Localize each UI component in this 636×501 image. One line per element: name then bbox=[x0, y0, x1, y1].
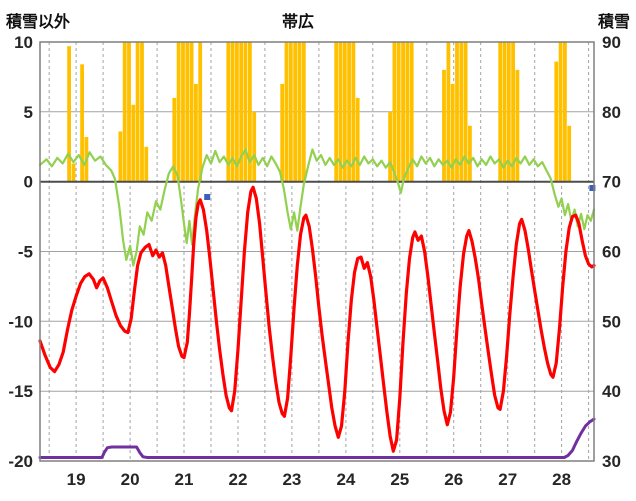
x-axis-tick-label: 20 bbox=[121, 470, 140, 489]
left-axis-tick-label: 5 bbox=[24, 103, 33, 122]
series-sunshine-bars bbox=[67, 42, 572, 182]
x-axis-tick-label: 22 bbox=[229, 470, 248, 489]
left-axis-tick-label: -20 bbox=[8, 452, 33, 471]
right-axis-title: 積雪 bbox=[597, 14, 630, 31]
series-snow-depth-line bbox=[38, 417, 596, 459]
x-axis-tick-label: 23 bbox=[282, 470, 301, 489]
x-axis-tick-label: 26 bbox=[444, 470, 463, 489]
left-axis-tick-label: -10 bbox=[8, 312, 33, 331]
series-temperature-line bbox=[38, 185, 596, 453]
right-axis-tick-label: 30 bbox=[602, 452, 621, 471]
left-axis-tick-label: -15 bbox=[8, 382, 33, 401]
left-axis-tick-label: 0 bbox=[24, 173, 33, 192]
right-axis-tick-label: 60 bbox=[602, 243, 621, 262]
right-axis-tick-label: 40 bbox=[602, 382, 621, 401]
plot-border bbox=[39, 41, 595, 462]
series-green-line bbox=[38, 148, 596, 267]
x-axis-tick-label: 24 bbox=[336, 470, 355, 489]
right-axis-tick-label: 50 bbox=[602, 312, 621, 331]
x-axis-tick-label: 21 bbox=[175, 470, 194, 489]
chart-title: 帯広 bbox=[281, 14, 315, 31]
x-axis-tick-label: 19 bbox=[67, 470, 86, 489]
right-axis-tick-label: 90 bbox=[602, 34, 621, 52]
series-blue-markers bbox=[204, 185, 596, 200]
left-axis-title: 積雪以外 bbox=[6, 14, 71, 31]
right-axis-tick-label: 80 bbox=[602, 103, 621, 122]
chart-header: 積雪以外 帯広 積雪 bbox=[0, 0, 636, 34]
right-axis-tick-label: 70 bbox=[602, 173, 621, 192]
x-axis-tick-label: 27 bbox=[498, 470, 517, 489]
x-axis-tick-label: 28 bbox=[552, 470, 571, 489]
left-axis-tick-label: -5 bbox=[18, 243, 33, 262]
x-axis-tick-label: 25 bbox=[390, 470, 409, 489]
left-axis-tick-label: 10 bbox=[14, 34, 33, 52]
